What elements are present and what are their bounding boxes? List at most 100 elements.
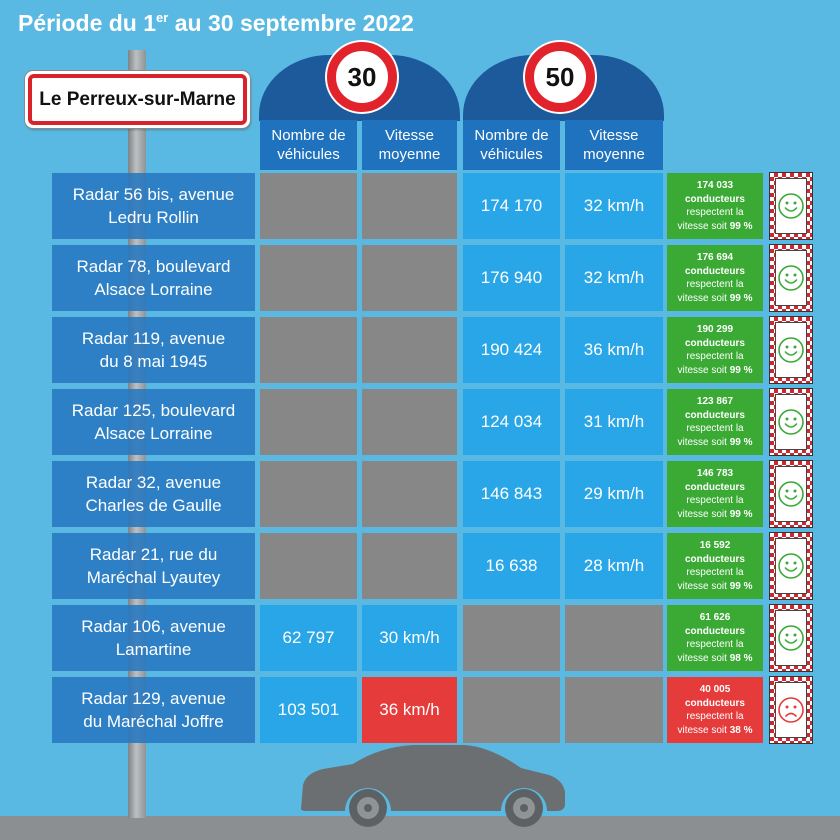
compliance-summary: 40 005 conducteurs respectent la vitesse so… — [667, 677, 763, 743]
compliance-respect-label: respectent la — [686, 279, 744, 290]
compliance-speed-prefix: vitesse soit — [677, 508, 727, 520]
compliance-drivers-label: conducteurs — [684, 481, 745, 493]
zone50-speed-header: Vitesse moyenne — [565, 120, 663, 170]
zone50-average-speed: 31 km/h — [565, 389, 663, 455]
zone50-empty-cell — [463, 677, 560, 743]
radar-location-label: Radar 129, avenue du Maréchal Joffre — [52, 677, 255, 743]
compliance-respect-label: respectent la — [686, 567, 744, 578]
compliance-respect-label: respectent la — [686, 207, 744, 218]
car-illustration — [301, 745, 565, 827]
zone50-average-speed: 32 km/h — [565, 245, 663, 311]
radar-row: Radar 21, rue du Maréchal Lyautey 16 638 2… — [52, 533, 812, 599]
compliance-rate-line: vitesse soit 99 % — [677, 364, 752, 378]
smiley-icon — [778, 553, 804, 579]
compliant-driver-count: 190 299 — [696, 324, 734, 335]
zone50-empty-cell — [565, 677, 663, 743]
compliance-sign — [770, 245, 812, 311]
compliance-sign-panel — [775, 538, 807, 594]
rear-wheel — [349, 789, 387, 827]
compliance-sign-panel — [775, 250, 807, 306]
radar-row: Radar 119, avenue du 8 mai 1945 190 424 36… — [52, 317, 812, 383]
compliant-driver-count: 176 694 — [696, 252, 734, 263]
compliance-sign-panel — [775, 610, 807, 666]
compliance-percent: 99 % — [729, 508, 753, 520]
compliant-driver-count: 61 626 — [699, 612, 731, 623]
zone50-average-speed: 32 km/h — [565, 173, 663, 239]
smiley-icon — [778, 193, 804, 219]
radar-location-label: Radar 56 bis, avenue Ledru Rollin — [52, 173, 255, 239]
compliance-speed-prefix: vitesse soit — [677, 292, 727, 304]
radar-row: Radar 125, boulevard Alsace Lorraine 124 … — [52, 389, 812, 455]
compliant-driver-count: 174 033 — [696, 180, 734, 191]
smiley-icon — [778, 409, 804, 435]
compliance-sign — [770, 461, 812, 527]
zone50-empty-cell — [463, 605, 560, 671]
zone50-vehicle-count: 176 940 — [463, 245, 560, 311]
zone30-empty-cell — [260, 389, 357, 455]
radar-location-label: Radar 125, boulevard Alsace Lorraine — [52, 389, 255, 455]
compliance-percent: 99 % — [729, 220, 753, 232]
compliance-drivers-label: conducteurs — [684, 697, 745, 709]
compliance-rate-line: vitesse soit 98 % — [677, 652, 752, 666]
town-sign-label: Le Perreux-sur-Marne — [28, 74, 247, 125]
compliance-speed-prefix: vitesse soit — [677, 436, 727, 448]
zone50-vehicle-count: 190 424 — [463, 317, 560, 383]
compliance-summary: 174 033 conducteurs respectent la vitesse s… — [667, 173, 763, 239]
smiley-icon — [778, 265, 804, 291]
zone50-average-speed: 28 km/h — [565, 533, 663, 599]
compliance-sign-panel — [775, 682, 807, 738]
radar-row: Radar 32, avenue Charles de Gaulle 146 84… — [52, 461, 812, 527]
zone30-average-speed: 30 km/h — [362, 605, 457, 671]
zone50-vehicle-count: 124 034 — [463, 389, 560, 455]
compliance-respect-label: respectent la — [686, 351, 744, 362]
zone50-vehicle-count: 146 843 — [463, 461, 560, 527]
zone30-vehicles-header: Nombre de véhicules — [260, 120, 357, 170]
compliance-rate-line: vitesse soit 99 % — [677, 292, 752, 306]
compliance-sign-panel — [775, 322, 807, 378]
compliance-drivers-label: conducteurs — [684, 553, 745, 565]
compliance-rate-line: vitesse soit 99 % — [677, 508, 752, 522]
zone30-empty-cell — [260, 317, 357, 383]
compliance-summary: 61 626 conducteurs respectent la vitesse so… — [667, 605, 763, 671]
compliance-speed-prefix: vitesse soit — [677, 220, 727, 232]
compliance-speed-prefix: vitesse soit — [677, 364, 727, 376]
zone30-empty-cell — [362, 317, 457, 383]
zone50-average-speed: 36 km/h — [565, 317, 663, 383]
compliance-summary: 146 783 conducteurs respectent la vitesse s… — [667, 461, 763, 527]
zone30-empty-cell — [260, 173, 357, 239]
zone50-vehicles-header: Nombre de véhicules — [463, 120, 560, 170]
compliance-percent: 99 % — [729, 436, 753, 448]
compliant-driver-count: 123 867 — [696, 396, 734, 407]
smiley-icon — [778, 625, 804, 651]
smiley-icon — [778, 481, 804, 507]
zone50-empty-cell — [565, 605, 663, 671]
compliance-speed-prefix: vitesse soit — [677, 580, 727, 592]
compliance-percent: 99 % — [729, 292, 753, 304]
zone30-empty-cell — [260, 533, 357, 599]
compliance-sign-panel — [775, 178, 807, 234]
compliance-rate-line: vitesse soit 99 % — [677, 220, 752, 234]
zone30-empty-cell — [362, 245, 457, 311]
compliance-speed-prefix: vitesse soit — [677, 724, 727, 736]
compliance-rate-line: vitesse soit 99 % — [677, 580, 752, 594]
zone30-average-speed: 36 km/h — [362, 677, 457, 743]
compliance-percent: 99 % — [729, 364, 753, 376]
compliance-speed-prefix: vitesse soit — [677, 652, 727, 664]
smiley-icon — [778, 337, 804, 363]
zone50-vehicle-count: 16 638 — [463, 533, 560, 599]
compliance-sign-panel — [775, 466, 807, 522]
town-sign: Le Perreux-sur-Marne — [25, 71, 250, 128]
compliance-summary: 190 299 conducteurs respectent la vitesse s… — [667, 317, 763, 383]
sad-face-icon — [778, 697, 804, 723]
compliance-percent: 99 % — [729, 580, 753, 592]
compliance-drivers-label: conducteurs — [684, 409, 745, 421]
compliance-percent: 38 % — [729, 724, 753, 736]
speed-limit-50-sign: 50 — [525, 42, 595, 112]
radar-location-label: Radar 21, rue du Maréchal Lyautey — [52, 533, 255, 599]
title-text-start: Période du 1 — [18, 10, 157, 36]
compliance-drivers-label: conducteurs — [684, 337, 745, 349]
zone30-vehicle-count: 103 501 — [260, 677, 357, 743]
zone30-empty-cell — [260, 245, 357, 311]
compliance-sign — [770, 173, 812, 239]
compliance-summary: 123 867 conducteurs respectent la vitesse s… — [667, 389, 763, 455]
